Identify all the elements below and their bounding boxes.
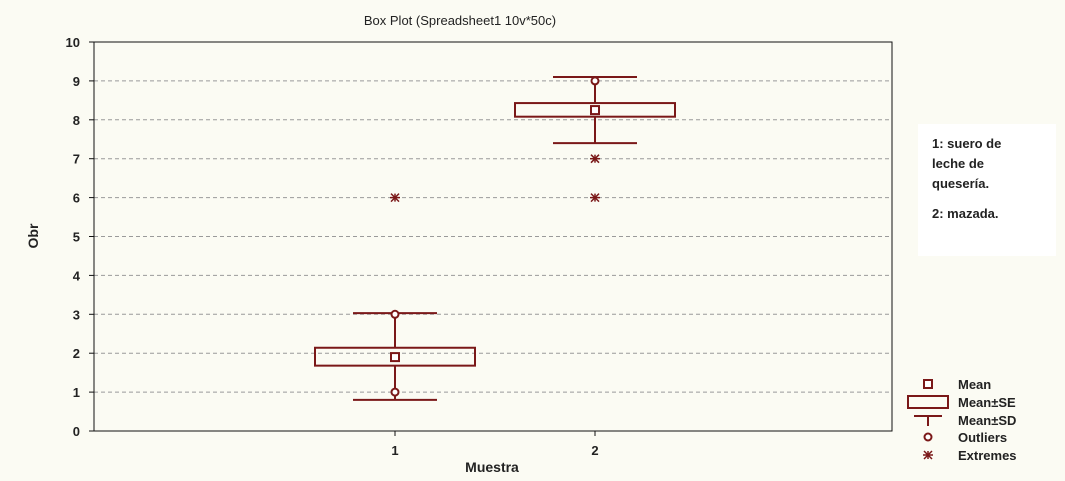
legend-label: Outliers (958, 430, 1007, 445)
box-category-2 (514, 76, 676, 203)
chart-title: Box Plot (Spreadsheet1 10v*50c) (364, 13, 556, 28)
legend-label: Extremes (958, 448, 1017, 463)
se-box (514, 102, 676, 118)
category-note-box: 1: suero de leche de quesería. 2: mazada… (918, 124, 1056, 256)
extreme-point (590, 154, 600, 164)
legend-item-whisker: Mean±SD (914, 413, 1016, 428)
legend-label: Mean±SE (958, 395, 1016, 410)
legend-label: Mean±SD (958, 413, 1016, 428)
note-line-1: 1: suero de leche de quesería. (932, 136, 1002, 191)
legend-mean-symbol (923, 379, 933, 389)
y-axis-label: Obr (25, 223, 41, 248)
outlier-point (390, 387, 400, 397)
legend-item-outlier: Outliers (923, 430, 1007, 445)
legend-item-box: Mean±SE (907, 395, 1016, 410)
y-tick-label: 2 (73, 346, 80, 361)
y-tick-label: 3 (73, 307, 80, 322)
y-tick-label: 0 (73, 424, 80, 439)
extreme-point (390, 193, 400, 203)
y-tick-label: 7 (73, 152, 80, 167)
box-series (314, 76, 676, 401)
x-tick-label: 1 (391, 443, 398, 458)
extreme-point (590, 193, 600, 203)
y-tick-label: 8 (73, 113, 80, 128)
note-line-2: 2: mazada. (932, 206, 999, 221)
mean-marker (390, 352, 400, 363)
grid-lines (94, 80, 892, 393)
legend-outlier-symbol (923, 432, 933, 442)
legend-box-symbol (907, 395, 949, 409)
legend: Mean Mean±SE Mean±SD Outliers Extremes (907, 377, 1017, 463)
legend-item-mean: Mean (923, 377, 991, 392)
x-axis-label: Muestra (465, 459, 519, 475)
mean-marker (590, 105, 600, 116)
y-tick-label: 4 (73, 268, 81, 283)
x-tick-label: 2 (591, 443, 598, 458)
legend-extreme-symbol (923, 450, 933, 460)
outlier-point (590, 76, 600, 86)
y-tick-label: 10 (66, 35, 80, 50)
y-axis-ticks: 0 1 2 3 4 5 6 7 8 9 10 (66, 35, 94, 439)
legend-label: Mean (958, 377, 991, 392)
outlier-point (390, 309, 400, 319)
y-tick-label: 5 (73, 230, 80, 245)
box-category-1 (314, 193, 476, 401)
y-tick-label: 1 (73, 385, 80, 400)
legend-item-extreme: Extremes (923, 448, 1017, 463)
y-tick-label: 9 (73, 74, 80, 89)
y-tick-label: 6 (73, 191, 80, 206)
se-box (314, 346, 476, 367)
